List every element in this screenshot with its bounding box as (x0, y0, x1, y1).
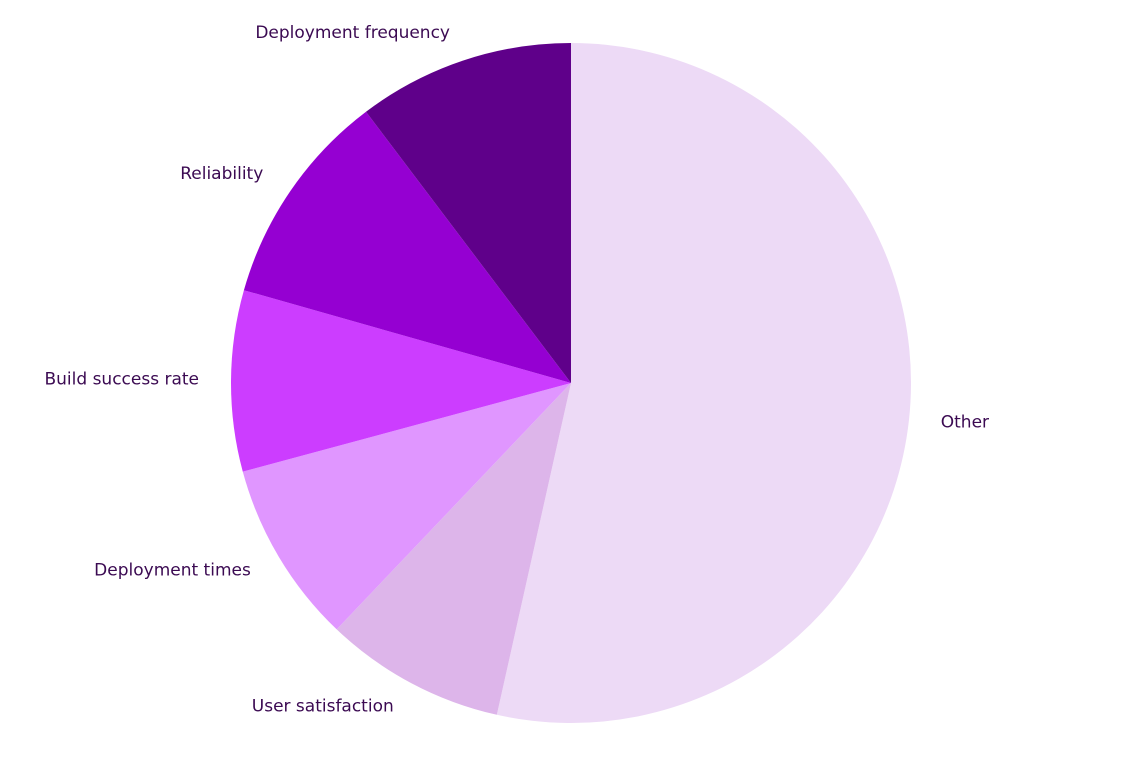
slice-label: Reliability (180, 164, 263, 184)
slice-label: Deployment times (94, 560, 251, 580)
pie-labels: Other User satisfaction Deployment times Bu… (44, 23, 989, 717)
pie-slice-reliability (243, 111, 572, 384)
pie-slice-user-satisfaction (336, 383, 571, 715)
pie-slice-deployment-times (242, 383, 571, 630)
slice-label: Build success rate (44, 370, 199, 390)
pie-slice-other (496, 43, 911, 723)
pie-slices (231, 42, 911, 723)
slice-label: Other (941, 412, 989, 432)
pie-slice-build-success-rate (231, 290, 571, 472)
slice-label: Deployment frequency (255, 23, 450, 43)
slice-label: User satisfaction (252, 697, 394, 717)
pie-slice-deployment-frequency (366, 42, 571, 383)
